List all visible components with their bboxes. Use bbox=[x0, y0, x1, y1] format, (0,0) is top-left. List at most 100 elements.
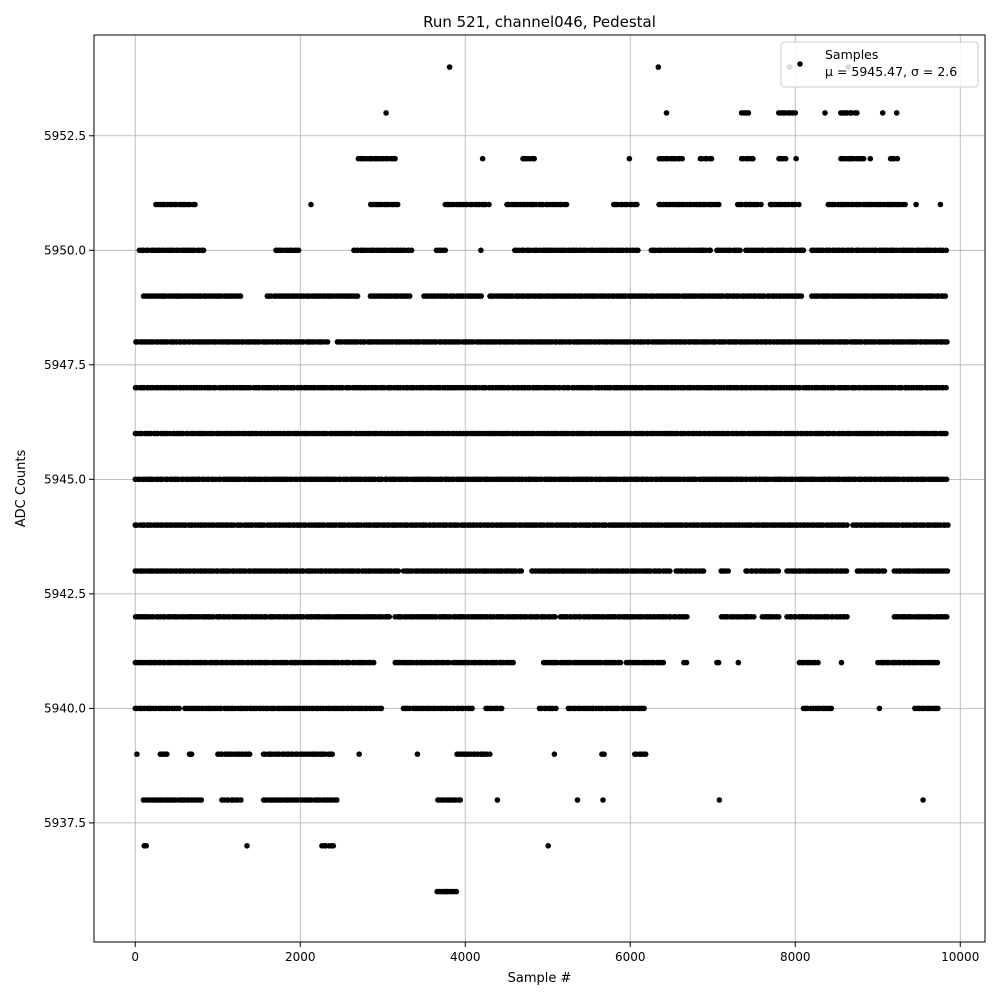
data-point bbox=[406, 293, 413, 299]
data-point bbox=[551, 751, 558, 757]
data-point bbox=[879, 110, 886, 116]
data-point bbox=[943, 247, 950, 254]
data-point bbox=[394, 201, 401, 208]
data-point bbox=[545, 843, 551, 849]
data-point bbox=[881, 568, 888, 574]
data-point bbox=[478, 247, 484, 254]
data-point bbox=[510, 659, 516, 666]
data-point bbox=[708, 155, 715, 162]
y-tick-label: 5952.5 bbox=[44, 129, 86, 143]
data-point bbox=[894, 155, 901, 162]
data-point bbox=[902, 201, 908, 208]
y-tick-label: 5947.5 bbox=[44, 358, 86, 372]
data-point bbox=[716, 797, 723, 803]
data-point bbox=[617, 659, 624, 666]
data-point bbox=[707, 247, 714, 254]
plot-frame bbox=[93, 34, 986, 943]
data-point bbox=[356, 751, 363, 757]
legend-marker bbox=[797, 61, 803, 67]
data-point bbox=[553, 705, 559, 712]
x-tick-label: 0 bbox=[131, 950, 139, 964]
data-point bbox=[188, 751, 195, 757]
data-point bbox=[942, 293, 949, 299]
data-point bbox=[392, 155, 398, 162]
data-point bbox=[660, 659, 667, 666]
data-point bbox=[414, 751, 421, 757]
data-point bbox=[330, 843, 337, 849]
data-point bbox=[679, 155, 685, 162]
data-point bbox=[552, 614, 558, 620]
data-point bbox=[237, 293, 244, 299]
data-points bbox=[132, 64, 951, 895]
data-point bbox=[943, 476, 950, 483]
data-point bbox=[683, 659, 690, 666]
data-point bbox=[134, 751, 140, 757]
data-point bbox=[828, 705, 835, 712]
data-point bbox=[176, 705, 182, 712]
data-point bbox=[751, 614, 757, 620]
data-point bbox=[876, 705, 883, 712]
data-point bbox=[815, 659, 821, 666]
data-point bbox=[943, 384, 949, 391]
data-point bbox=[486, 201, 492, 208]
data-point bbox=[478, 293, 485, 299]
y-tick-label: 5937.5 bbox=[44, 816, 86, 830]
data-point bbox=[378, 705, 385, 712]
data-point bbox=[641, 705, 647, 712]
x-tick-label: 6000 bbox=[615, 950, 646, 964]
data-point bbox=[775, 568, 782, 574]
data-point bbox=[626, 155, 633, 162]
data-point bbox=[944, 568, 951, 574]
data-point bbox=[860, 155, 867, 162]
data-point bbox=[776, 614, 782, 620]
data-point bbox=[843, 568, 850, 574]
y-tick-label: 5940.0 bbox=[44, 701, 86, 715]
data-point bbox=[745, 110, 752, 116]
data-point bbox=[663, 110, 670, 116]
data-point bbox=[453, 888, 460, 895]
data-point bbox=[469, 705, 475, 712]
data-point bbox=[442, 247, 449, 254]
data-point bbox=[715, 659, 722, 666]
data-point bbox=[920, 797, 926, 803]
x-tick-label: 4000 bbox=[450, 950, 481, 964]
data-point bbox=[383, 110, 389, 116]
data-point bbox=[913, 201, 919, 208]
data-point bbox=[793, 155, 799, 162]
data-point bbox=[945, 522, 951, 528]
data-point bbox=[750, 155, 756, 162]
data-point bbox=[531, 155, 537, 162]
data-point bbox=[854, 110, 860, 116]
legend-series-name: Samples bbox=[825, 47, 878, 62]
data-point bbox=[792, 110, 799, 116]
data-point bbox=[487, 751, 493, 757]
data-point bbox=[635, 247, 641, 254]
data-point bbox=[684, 614, 690, 620]
data-point bbox=[198, 797, 205, 803]
data-point bbox=[386, 614, 393, 620]
data-point bbox=[867, 155, 874, 162]
data-point bbox=[479, 155, 486, 162]
data-point bbox=[395, 568, 402, 574]
x-tick-label: 10000 bbox=[941, 950, 979, 964]
data-point bbox=[782, 155, 789, 162]
data-point bbox=[655, 64, 662, 70]
data-point bbox=[354, 293, 361, 299]
data-point bbox=[238, 797, 244, 803]
data-point bbox=[944, 339, 950, 345]
data-point bbox=[935, 705, 941, 712]
data-point bbox=[796, 201, 802, 208]
data-point bbox=[200, 247, 207, 254]
data-point bbox=[944, 614, 950, 620]
data-point bbox=[244, 843, 250, 849]
data-point bbox=[737, 247, 743, 254]
y-tick-label: 5950.0 bbox=[44, 243, 86, 257]
chart-title: Run 521, channel046, Pedestal bbox=[423, 13, 656, 31]
data-point bbox=[758, 201, 764, 208]
data-point bbox=[246, 751, 253, 757]
data-point bbox=[408, 247, 415, 254]
x-axis-ticks: 0 2000 4000 6000 8000 10000 bbox=[131, 942, 979, 964]
data-point bbox=[446, 659, 452, 666]
data-point bbox=[192, 201, 198, 208]
